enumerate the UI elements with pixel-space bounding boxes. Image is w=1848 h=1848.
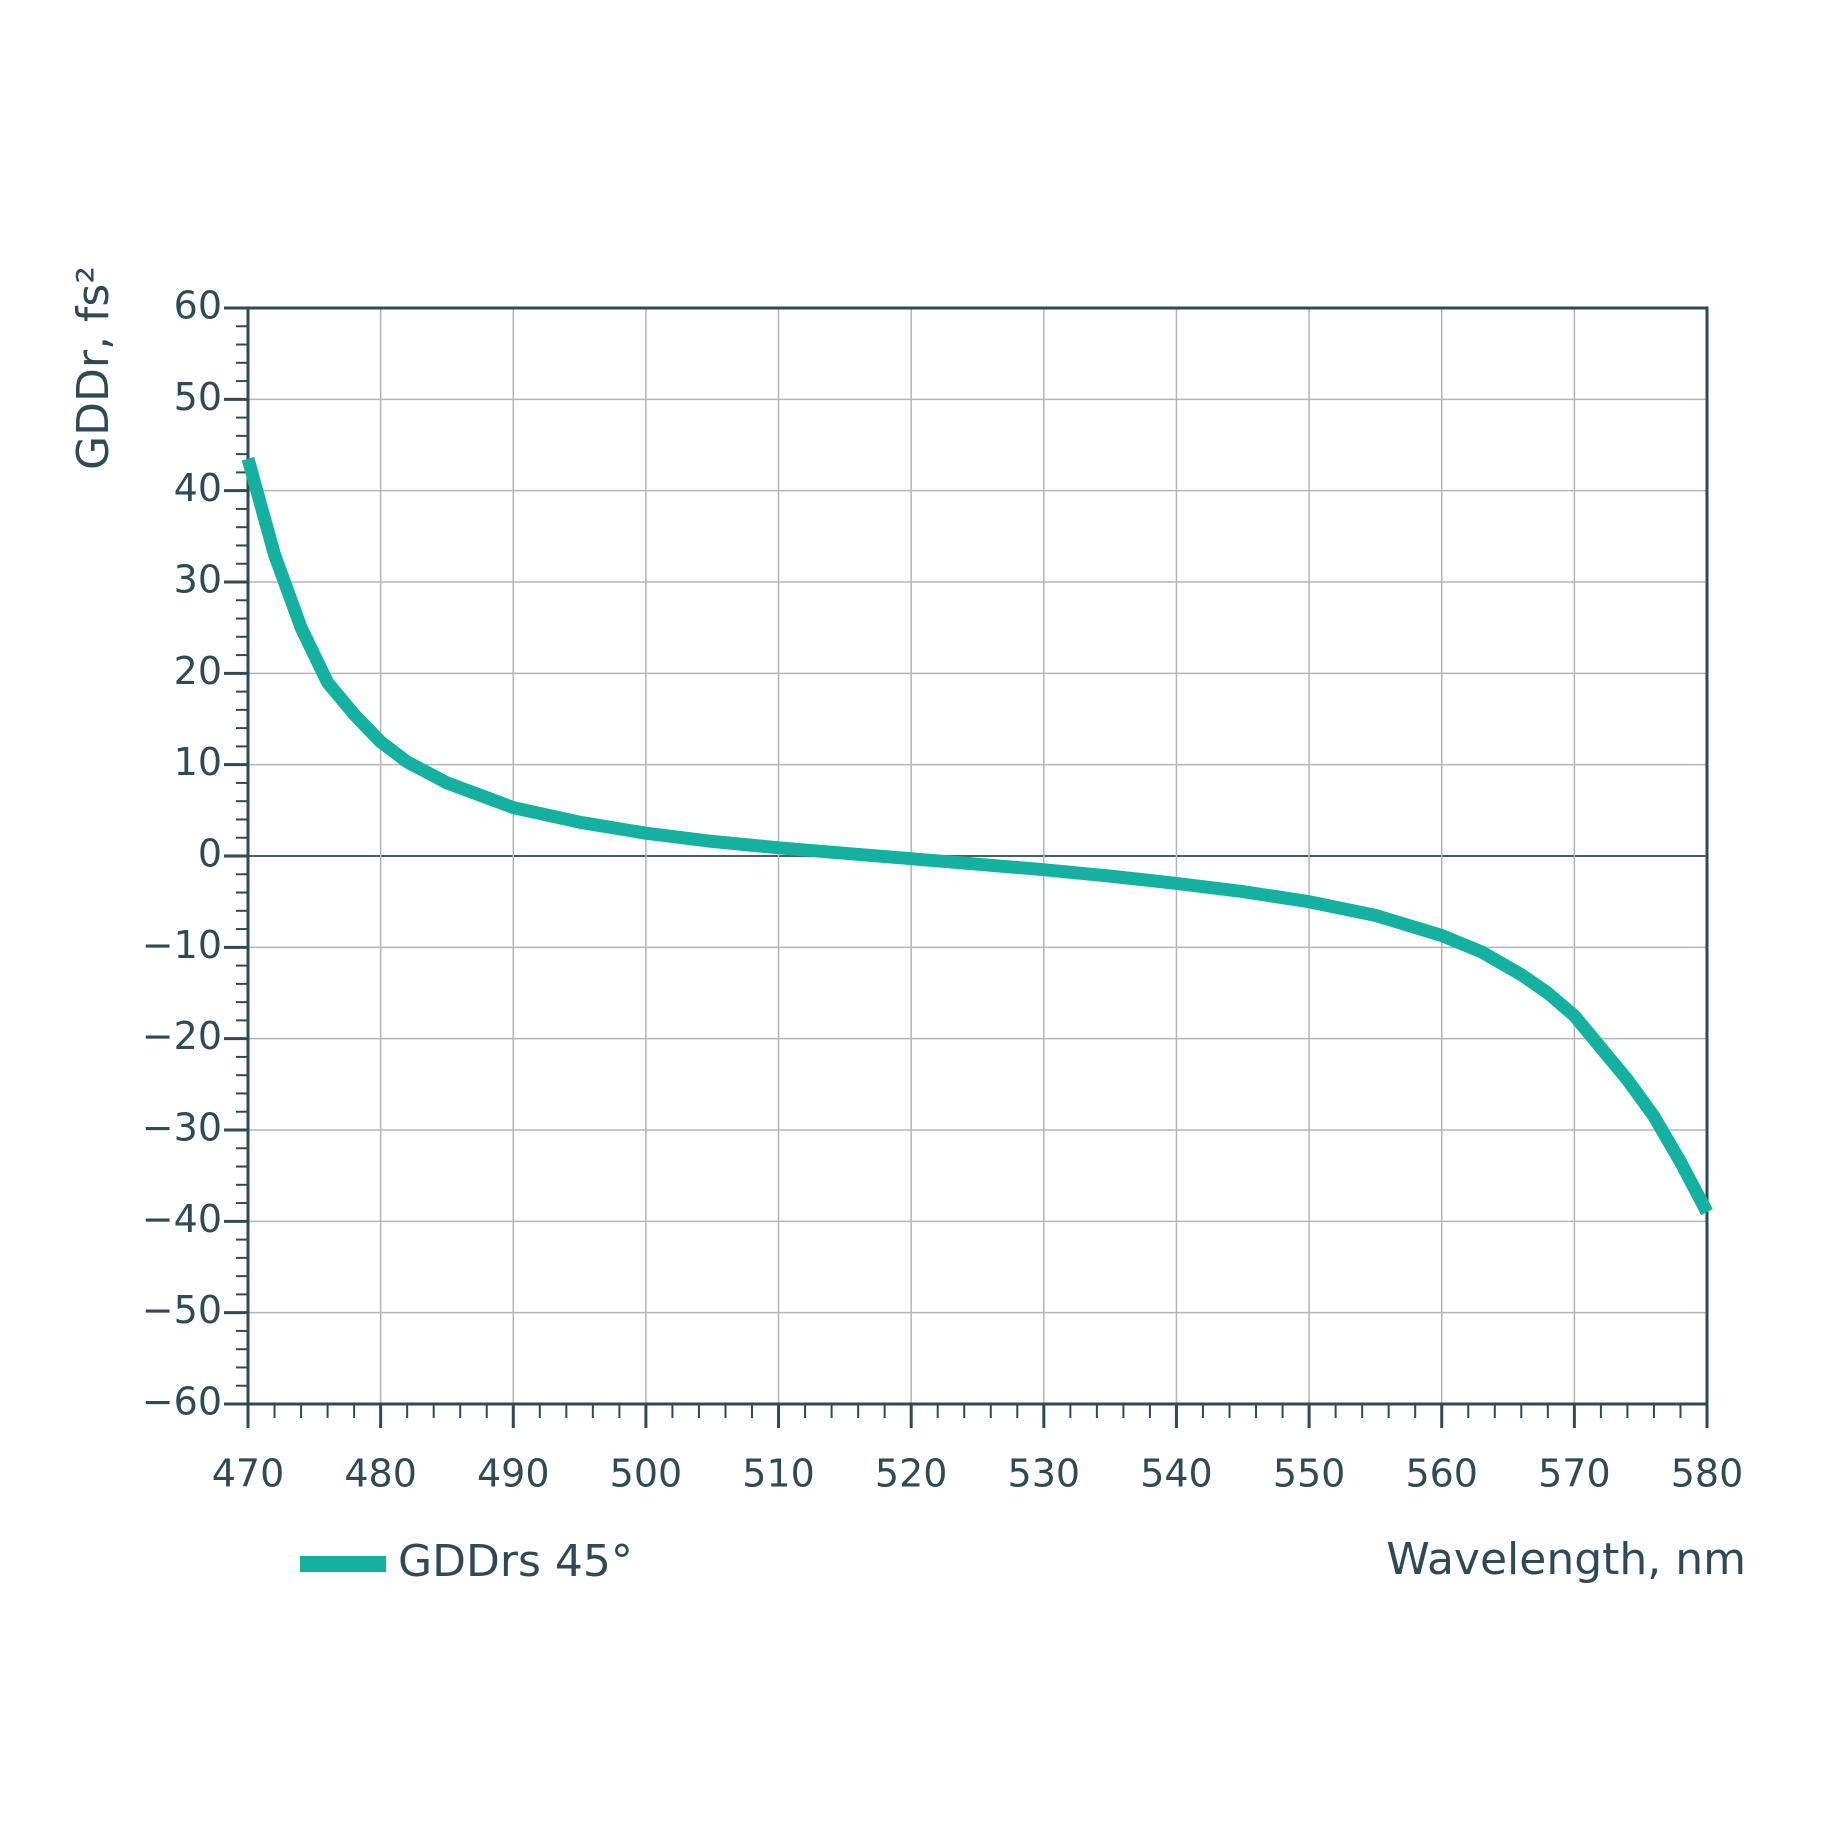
x-tick-label: 520 xyxy=(875,1452,948,1496)
y-tick-label: 30 xyxy=(174,558,222,602)
y-tick-label: 50 xyxy=(174,375,222,419)
x-tick-label: 510 xyxy=(742,1452,815,1496)
y-tick-label: 60 xyxy=(174,284,222,328)
x-tick-label: 580 xyxy=(1671,1452,1744,1496)
legend-label: GDDrs 45° xyxy=(398,1536,633,1587)
y-tick-label: −30 xyxy=(142,1106,222,1150)
x-tick-label: 570 xyxy=(1538,1452,1611,1496)
x-tick-label: 540 xyxy=(1140,1452,1213,1496)
x-tick-label: 470 xyxy=(212,1452,285,1496)
x-tick-label: 480 xyxy=(344,1452,417,1496)
x-tick-label: 530 xyxy=(1008,1452,1081,1496)
data-line xyxy=(241,456,1713,1216)
y-tick-label: 20 xyxy=(174,649,222,693)
y-tick-label: −10 xyxy=(142,923,222,967)
y-tick-label: −60 xyxy=(142,1380,222,1424)
x-tick-label: 500 xyxy=(610,1452,683,1496)
y-tick-label: −20 xyxy=(142,1014,222,1058)
y-tick-label: 10 xyxy=(174,740,222,784)
x-tick-label: 560 xyxy=(1405,1452,1478,1496)
x-tick-label: 550 xyxy=(1273,1452,1346,1496)
y-tick-label: 0 xyxy=(198,832,222,876)
plot-frame xyxy=(246,306,1709,1406)
y-tick-label: −40 xyxy=(142,1197,222,1241)
y-tick-label: 40 xyxy=(174,466,222,510)
x-axis-label: Wavelength, nm xyxy=(1386,1534,1746,1585)
y-tick-label: −50 xyxy=(142,1288,222,1332)
y-axis-label: GDDr, fs² xyxy=(68,266,119,470)
x-tick-label: 490 xyxy=(477,1452,550,1496)
